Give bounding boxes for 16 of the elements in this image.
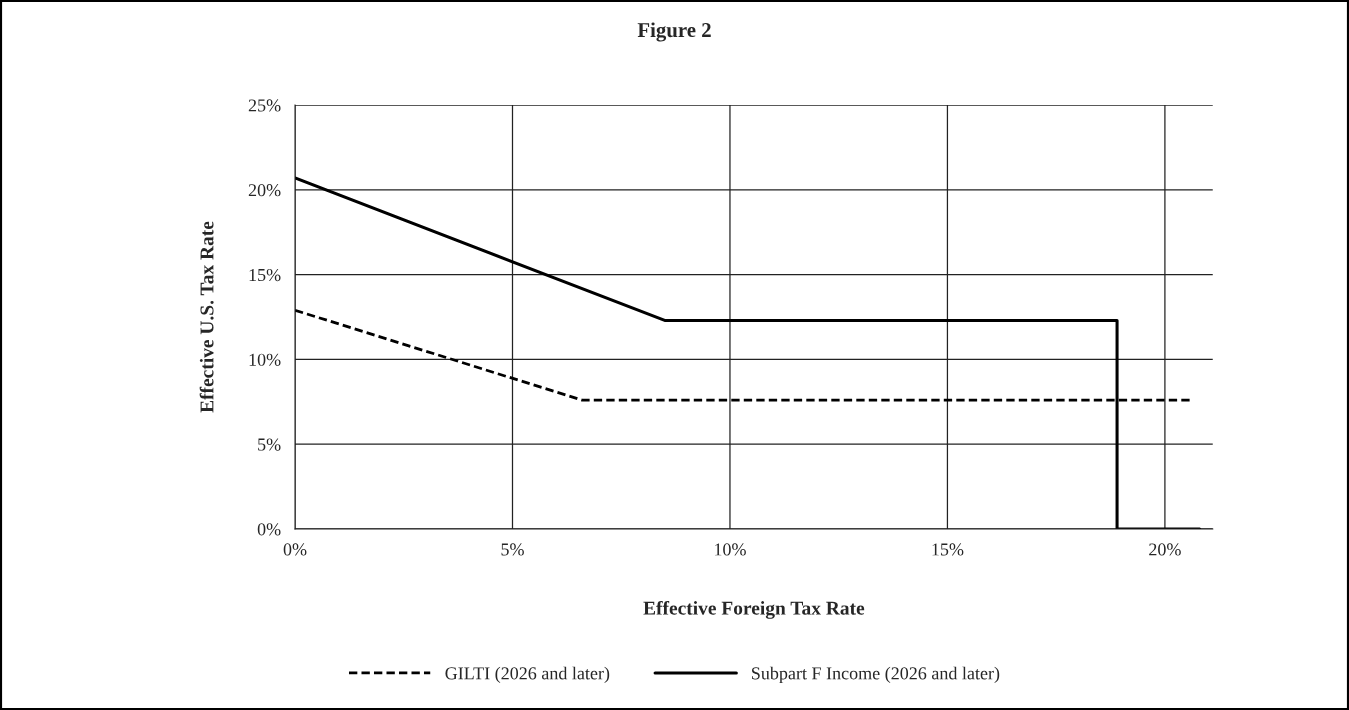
x-tick-label: 10% <box>715 543 746 556</box>
y-tick-label: 10% <box>249 353 281 366</box>
x-tick-label: 15% <box>932 543 964 556</box>
x-axis-title: Effective Foreign Tax Rate <box>643 600 865 619</box>
x-tick-label: 5% <box>501 543 524 556</box>
chart-title: Figure 2 <box>637 22 711 42</box>
legend-label: GILTI (2026 and later) <box>445 666 610 684</box>
y-tick-label: 0% <box>257 523 281 536</box>
x-tick-label: 20% <box>1149 543 1181 556</box>
y-tick-label: 20% <box>248 184 281 197</box>
x-tick-label: 0% <box>283 543 307 556</box>
y-tick-label: 15% <box>249 268 281 282</box>
y-tick-label: 25% <box>248 99 281 112</box>
legend-label: Subpart F Income (2026 and later) <box>752 666 1000 684</box>
y-axis-title: Effective U.S. Tax Rate <box>199 221 214 413</box>
y-tick-label: 5% <box>258 438 281 451</box>
